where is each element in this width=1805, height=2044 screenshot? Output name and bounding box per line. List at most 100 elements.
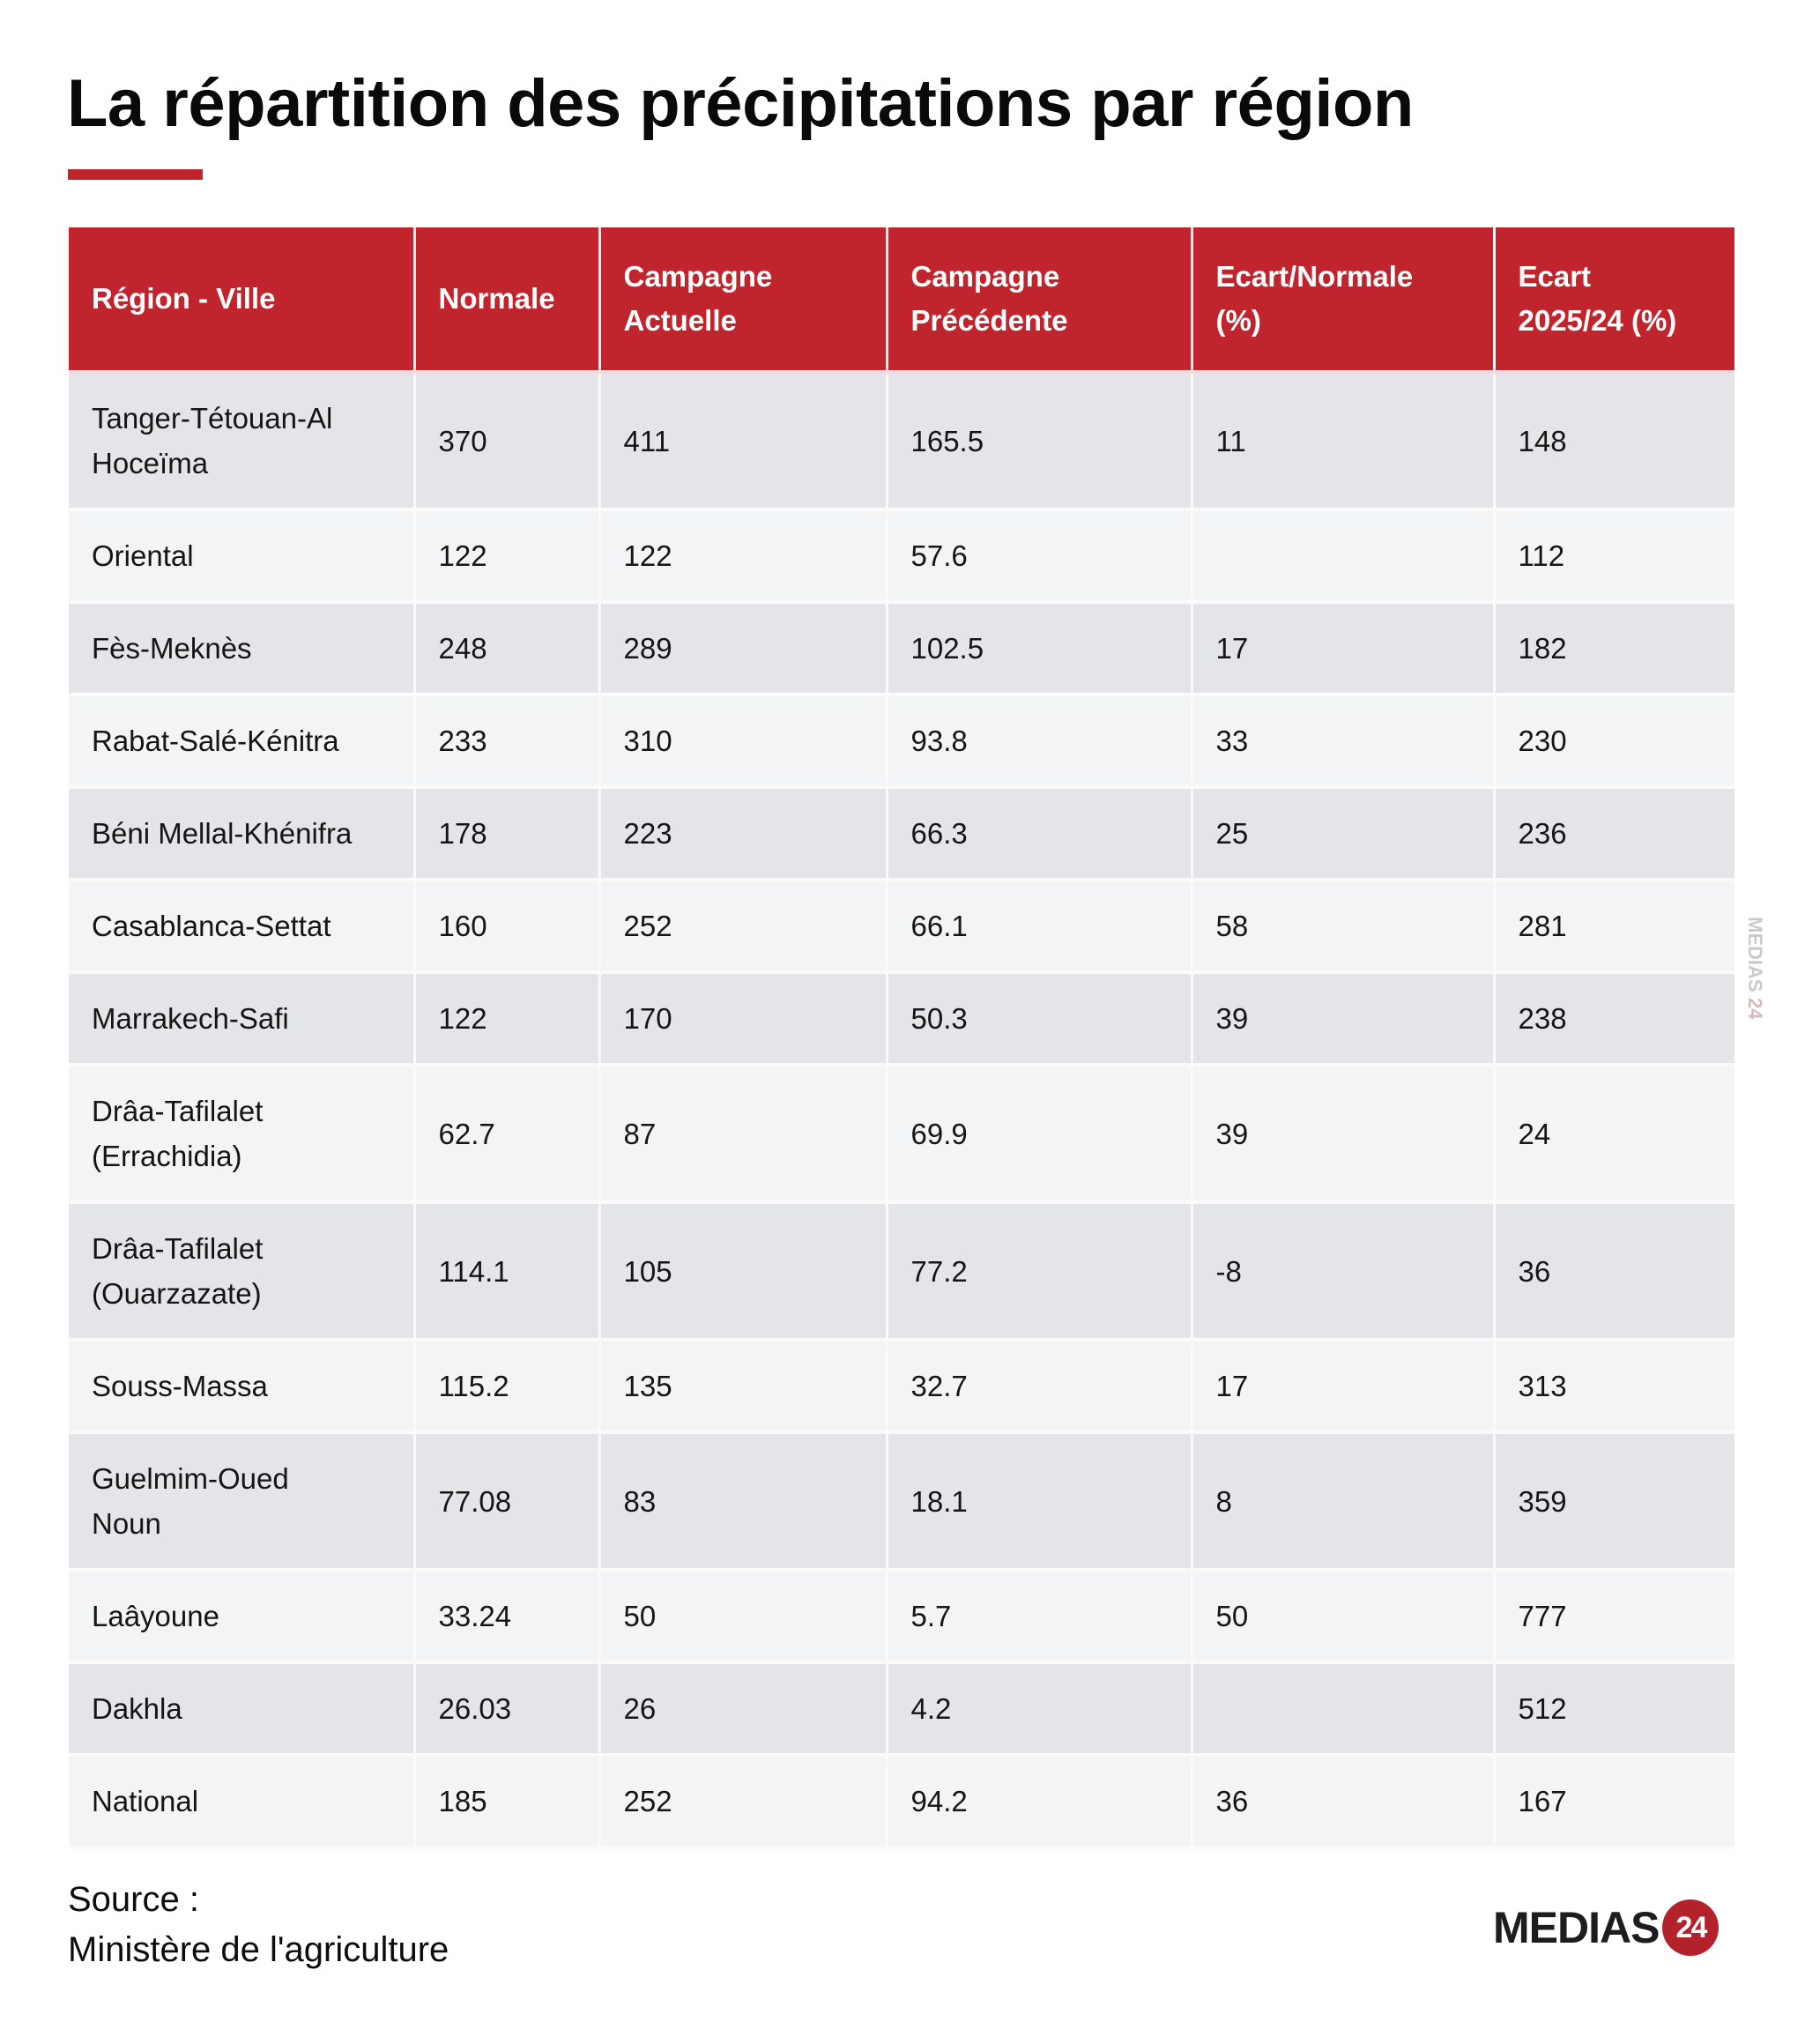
cell-campagne-precedente: 66.1 (887, 880, 1193, 974)
table-row: Souss-Massa 115.2 135 32.7 17 313 (69, 1340, 1734, 1434)
cell-normale: 77.08 (414, 1432, 601, 1572)
cell-region: Souss-Massa (69, 1340, 416, 1434)
cell-ecart-normale: 39 (1192, 972, 1496, 1067)
cell-ecart-normale: 8 (1192, 1432, 1496, 1572)
cell-region: National (69, 1755, 416, 1849)
cell-region: Laâyoune (69, 1570, 416, 1664)
header-region: Région - Ville (69, 227, 416, 374)
cell-normale: 370 (414, 372, 601, 511)
cell-ecart-normale: 17 (1192, 602, 1496, 696)
cell-normale: 33.24 (414, 1570, 601, 1664)
cell-campagne-actuelle: 83 (599, 1432, 888, 1572)
source-value: Ministère de l'agriculture (68, 1930, 449, 1969)
table-row: Casablanca-Settat 160 252 66.1 58 281 (69, 880, 1734, 974)
cell-normale: 160 (414, 880, 601, 974)
cell-ecart-normale: 58 (1192, 880, 1496, 974)
header-ecart-2025-24: Ecart 2025/24 (%) (1494, 227, 1734, 374)
cell-campagne-precedente: 50.3 (887, 972, 1193, 1067)
table-row: Marrakech-Safi 122 170 50.3 39 238 (69, 972, 1734, 1067)
page-title: La répartition des précipitations par ré… (67, 66, 1414, 141)
cell-campagne-precedente: 5.7 (887, 1570, 1193, 1664)
logo-number: 24 (1675, 1911, 1708, 1944)
cell-ecart-normale (1192, 509, 1496, 604)
header-campagne-actuelle: Campagne Actuelle (599, 227, 888, 374)
cell-region: Marrakech-Safi (69, 972, 416, 1067)
cell-campagne-precedente: 66.3 (887, 787, 1193, 881)
header-campagne-precedente: Campagne Précédente (887, 227, 1193, 374)
cell-region: Rabat-Salé-Kénitra (69, 695, 416, 789)
table-row: Dakhla 26.03 26 4.2 512 (69, 1662, 1734, 1757)
cell-ecart-normale: 50 (1192, 1570, 1496, 1664)
source-label: Source : (68, 1880, 199, 1919)
watermark-number: 24 (1744, 997, 1766, 1020)
cell-normale: 122 (414, 972, 601, 1067)
cell-ecart-2025-24: 236 (1494, 787, 1734, 881)
logo-circle-icon: 24 (1662, 1899, 1720, 1956)
table-row: Drâa-Tafilalet (Errachidia) 62.7 87 69.9 39 2… (69, 1065, 1734, 1204)
cell-campagne-precedente: 57.6 (887, 509, 1193, 604)
cell-region: Drâa-Tafilalet (Ouarzazate) (69, 1202, 416, 1342)
cell-region: Dakhla (69, 1662, 416, 1757)
cell-ecart-normale: 36 (1192, 1755, 1496, 1849)
cell-campagne-actuelle: 135 (599, 1340, 888, 1434)
header-ecart-normale: Ecart/Normale (%) (1192, 227, 1496, 374)
cell-campagne-precedente: 94.2 (887, 1755, 1193, 1849)
table-row: National 185 252 94.2 36 167 (69, 1755, 1734, 1849)
cell-ecart-2025-24: 313 (1494, 1340, 1734, 1434)
watermark-logo: MEDIAS 24 (1743, 917, 1796, 1146)
cell-campagne-precedente: 77.2 (887, 1202, 1193, 1342)
table-row: Oriental 122 122 57.6 112 (69, 509, 1734, 604)
cell-normale: 122 (414, 509, 601, 604)
cell-campagne-actuelle: 170 (599, 972, 888, 1067)
header-line: Normale (438, 282, 555, 315)
cell-campagne-actuelle: 252 (599, 1755, 888, 1849)
table-body: Tanger-Tétouan-Al Hoceïma 370 411 165.5 11 14… (69, 372, 1734, 1849)
cell-ecart-2025-24: 167 (1494, 1755, 1734, 1849)
header-line: Ecart/Normale (1215, 260, 1414, 293)
table-row: Guelmim-Oued Noun 77.08 83 18.1 8 359 (69, 1432, 1734, 1572)
cell-campagne-precedente: 165.5 (887, 372, 1193, 511)
cell-campagne-actuelle: 26 (599, 1662, 888, 1757)
cell-ecart-2025-24: 238 (1494, 972, 1734, 1067)
table-row: Rabat-Salé-Kénitra 233 310 93.8 33 230 (69, 695, 1734, 789)
cell-normale: 62.7 (414, 1065, 601, 1204)
cell-normale: 114.1 (414, 1202, 601, 1342)
cell-campagne-actuelle: 310 (599, 695, 888, 789)
table-row: Tanger-Tétouan-Al Hoceïma 370 411 165.5 11 14… (69, 372, 1734, 511)
table-row: Laâyoune 33.24 50 5.7 50 777 (69, 1570, 1734, 1664)
cell-campagne-precedente: 93.8 (887, 695, 1193, 789)
cell-region: Drâa-Tafilalet (Errachidia) (69, 1065, 416, 1204)
cell-region: Guelmim-Oued Noun (69, 1432, 416, 1572)
cell-ecart-2025-24: 112 (1494, 509, 1734, 604)
medias24-logo: MEDIAS 24 (1493, 1897, 1749, 1959)
cell-ecart-normale: 11 (1192, 372, 1496, 511)
precipitation-table-container: Région - Ville Normale Campagne Actuelle Cam… (69, 227, 1734, 1849)
header-line: 2025/24 (%) (1518, 304, 1677, 337)
cell-normale: 178 (414, 787, 601, 881)
cell-campagne-actuelle: 223 (599, 787, 888, 881)
cell-normale: 26.03 (414, 1662, 601, 1757)
watermark-text: MEDIAS (1744, 917, 1766, 992)
header-line: Région - Ville (92, 282, 276, 315)
cell-campagne-actuelle: 122 (599, 509, 888, 604)
header-line: Précédente (910, 304, 1068, 337)
cell-campagne-actuelle: 105 (599, 1202, 888, 1342)
cell-ecart-normale: -8 (1192, 1202, 1496, 1342)
cell-ecart-normale: 17 (1192, 1340, 1496, 1434)
cell-ecart-2025-24: 36 (1494, 1202, 1734, 1342)
cell-region: Oriental (69, 509, 416, 604)
source-note: Source : Ministère de l'agriculture (68, 1875, 449, 1975)
cell-campagne-precedente: 102.5 (887, 602, 1193, 696)
table-row: Fès-Meknès 248 289 102.5 17 182 (69, 602, 1734, 696)
cell-region: Béni Mellal-Khénifra (69, 787, 416, 881)
cell-campagne-precedente: 4.2 (887, 1662, 1193, 1757)
cell-campagne-actuelle: 252 (599, 880, 888, 974)
cell-ecart-2025-24: 24 (1494, 1065, 1734, 1204)
table-row: Drâa-Tafilalet (Ouarzazate) 114.1 105 77.2-… (69, 1202, 1734, 1342)
table-header-row: Région - Ville Normale Campagne Actuelle Cam… (69, 227, 1734, 374)
cell-campagne-precedente: 32.7 (887, 1340, 1193, 1434)
cell-campagne-actuelle: 411 (599, 372, 888, 511)
header-line: Actuelle (623, 304, 737, 337)
cell-campagne-actuelle: 289 (599, 602, 888, 696)
cell-campagne-actuelle: 87 (599, 1065, 888, 1204)
